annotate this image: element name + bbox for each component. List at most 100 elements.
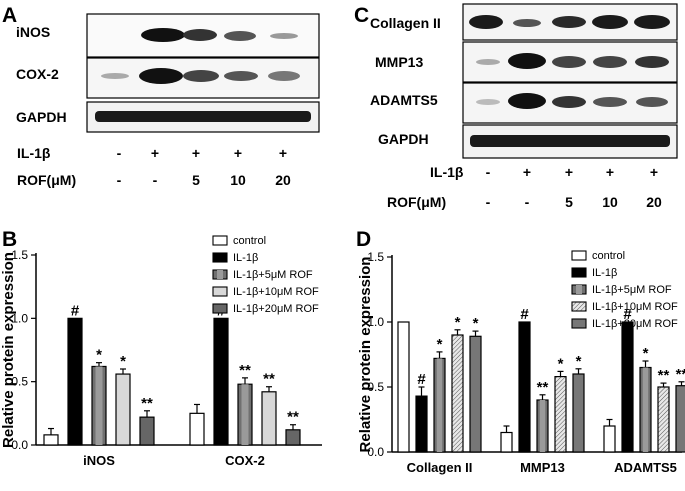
legend-swatch-stripe bbox=[576, 285, 582, 294]
band bbox=[470, 135, 670, 147]
treatment-value: 20 bbox=[646, 194, 662, 210]
treatment-value: - bbox=[486, 164, 491, 180]
significance-mark: * bbox=[96, 347, 102, 364]
x-category-label: COX-2 bbox=[225, 453, 265, 468]
significance-mark: ** bbox=[537, 379, 549, 396]
x-category-label: MMP13 bbox=[520, 460, 565, 475]
blot-label-mmp13: MMP13 bbox=[375, 54, 423, 70]
significance-mark: * bbox=[120, 353, 126, 370]
treatment-value: - bbox=[153, 172, 158, 188]
band bbox=[552, 56, 586, 68]
treatment-label-rof-c: ROF(μM) bbox=[387, 194, 446, 210]
significance-mark: * bbox=[455, 314, 461, 331]
bar bbox=[657, 386, 670, 453]
bar-stripe bbox=[95, 366, 103, 445]
band bbox=[476, 59, 500, 65]
band bbox=[270, 33, 298, 39]
legend-label: IL-1β bbox=[592, 267, 617, 279]
bar bbox=[451, 334, 464, 453]
legend-label: IL-1β+20μM ROF bbox=[592, 318, 678, 330]
significance-mark: * bbox=[576, 353, 582, 370]
legend-swatch bbox=[212, 235, 228, 246]
significance-mark: * bbox=[437, 336, 443, 353]
bar bbox=[621, 321, 634, 453]
legend-swatch bbox=[212, 252, 228, 263]
significance-mark: # bbox=[71, 302, 80, 319]
band bbox=[95, 111, 311, 122]
treatment-value: + bbox=[192, 145, 200, 161]
blot-panel-c: Collagen II MMP13 ADAMTS5 GAPDH IL-1β - … bbox=[370, 3, 678, 210]
y-tick-label: 1.0 bbox=[367, 315, 384, 329]
band bbox=[552, 96, 586, 108]
y-tick-label: 1.5 bbox=[367, 250, 384, 264]
band bbox=[476, 99, 500, 105]
legend-label: IL-1β+10μM ROF bbox=[592, 301, 678, 313]
significance-mark: ** bbox=[141, 395, 153, 412]
legend-swatch-stripe bbox=[217, 270, 223, 279]
treatment-value: + bbox=[650, 164, 658, 180]
treatment-label-rof: ROF(μM) bbox=[17, 172, 76, 188]
bar-stripe bbox=[539, 400, 546, 452]
treatment-label-il1b-c: IL-1β bbox=[430, 164, 464, 180]
blot-label-adamts5: ADAMTS5 bbox=[370, 92, 438, 108]
blot-label-gapdh-c: GAPDH bbox=[378, 131, 429, 147]
blot-panel-a: iNOS COX-2 GAPDH IL-1β - + + + + ROF(μM)… bbox=[16, 13, 320, 188]
legend-swatch bbox=[571, 318, 587, 329]
band bbox=[513, 19, 541, 27]
bar bbox=[469, 335, 482, 453]
bar bbox=[500, 431, 513, 453]
band bbox=[139, 68, 183, 84]
bar bbox=[43, 434, 59, 446]
treatment-value: 5 bbox=[192, 172, 200, 188]
band bbox=[508, 53, 546, 69]
band bbox=[183, 70, 219, 82]
blot-label-inos: iNOS bbox=[16, 24, 50, 40]
x-category-label: ADAMTS5 bbox=[614, 460, 677, 475]
blot-label-cox2: COX-2 bbox=[16, 66, 59, 82]
bar bbox=[213, 317, 229, 446]
bar bbox=[261, 391, 277, 446]
panel-label-c: C bbox=[354, 4, 369, 27]
y-axis-label: Relative protein expression bbox=[0, 252, 17, 448]
band bbox=[224, 71, 258, 81]
bar bbox=[67, 317, 83, 446]
treatment-value: + bbox=[606, 164, 614, 180]
bar bbox=[554, 376, 567, 453]
bar bbox=[603, 425, 616, 453]
significance-mark: ** bbox=[239, 362, 251, 379]
bar bbox=[397, 321, 410, 453]
band bbox=[508, 93, 546, 109]
bar-stripe bbox=[642, 367, 649, 452]
significance-mark: # bbox=[417, 371, 426, 388]
y-tick-label: 0.5 bbox=[367, 380, 384, 394]
y-tick-label: 0.5 bbox=[11, 375, 28, 389]
band bbox=[593, 97, 627, 107]
significance-mark: ** bbox=[676, 366, 685, 383]
treatment-value: 20 bbox=[275, 172, 291, 188]
treatment-label-il1b: IL-1β bbox=[17, 145, 51, 161]
panel-label-a: A bbox=[2, 4, 17, 27]
panel-label-b: B bbox=[2, 228, 17, 251]
bar bbox=[115, 373, 131, 446]
band bbox=[592, 15, 628, 29]
band bbox=[141, 28, 185, 42]
band bbox=[469, 15, 503, 29]
treatment-value: + bbox=[151, 145, 159, 161]
y-tick-label: 0.0 bbox=[367, 445, 384, 459]
treatment-value: - bbox=[486, 194, 491, 210]
x-category-label: Collagen II bbox=[407, 460, 473, 475]
band bbox=[636, 97, 668, 107]
bar bbox=[675, 385, 685, 453]
band bbox=[101, 73, 129, 79]
treatment-value: 10 bbox=[230, 172, 246, 188]
legend-label: IL-1β+20μM ROF bbox=[233, 303, 319, 315]
band bbox=[552, 16, 586, 28]
treatment-value: + bbox=[279, 145, 287, 161]
treatment-value: + bbox=[565, 164, 573, 180]
bar bbox=[415, 395, 428, 453]
treatment-value: + bbox=[234, 145, 242, 161]
legend-label: control bbox=[592, 250, 625, 262]
